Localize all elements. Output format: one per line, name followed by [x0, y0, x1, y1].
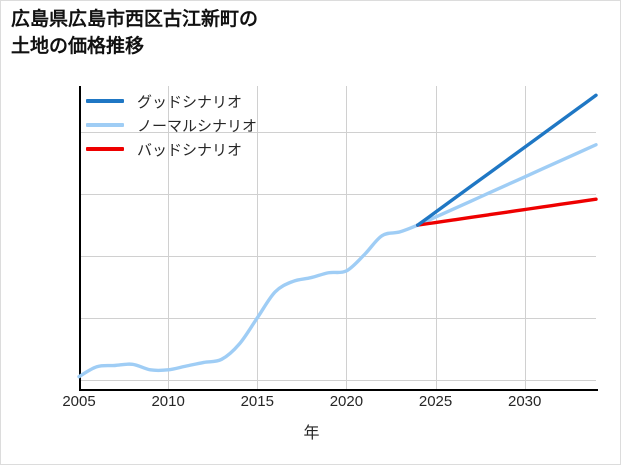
series-line-good [416, 93, 598, 227]
legend-swatch-icon [86, 99, 124, 103]
gridline-vertical [257, 86, 259, 389]
legend-item-normal[interactable]: ノーマルシナリオ [86, 113, 316, 137]
y-axis-label: 坪（3.3㎡）単価（万円） [0, 54, 3, 237]
x-tick-label: 2025 [418, 393, 453, 410]
gridline-vertical [168, 86, 170, 389]
series-line-bad [416, 197, 598, 227]
gridline-vertical [524, 86, 526, 389]
x-tick-label: 2005 [62, 393, 96, 410]
legend-item-label: バッドシナリオ [137, 141, 243, 159]
gridline-horizontal [79, 256, 596, 258]
legend-item-good[interactable]: グッドシナリオ [86, 89, 316, 113]
series-line-normal [77, 143, 598, 379]
legend-swatch-icon [86, 147, 124, 151]
gridline-horizontal [79, 317, 596, 319]
gridline-horizontal [79, 379, 596, 381]
page-title: 広島県広島市西区古江新町の 土地の価格推移 [11, 9, 259, 57]
legend-item-label: ノーマルシナリオ [137, 117, 258, 135]
gridline-vertical [346, 86, 348, 389]
series-layer [77, 93, 598, 379]
legend-swatch-icon [86, 123, 124, 127]
x-tick-label: 2030 [508, 393, 542, 410]
x-tick-label: 2020 [329, 393, 364, 410]
gridline-horizontal [79, 194, 596, 196]
x-axis-label: 年 [303, 425, 320, 442]
gridline-horizontal [79, 132, 596, 134]
legend-item-bad[interactable]: バッドシナリオ [86, 137, 316, 161]
x-tick-label: 2015 [240, 393, 274, 410]
gridline-vertical [435, 86, 437, 389]
axes-frame [79, 86, 598, 391]
plot-area [77, 86, 598, 391]
x-tick-label: 2010 [151, 393, 185, 410]
legend-item-label: グッドシナリオ [137, 93, 243, 111]
chart-legend: グッドシナリオ ノーマルシナリオ バッドシナリオ [86, 89, 316, 161]
